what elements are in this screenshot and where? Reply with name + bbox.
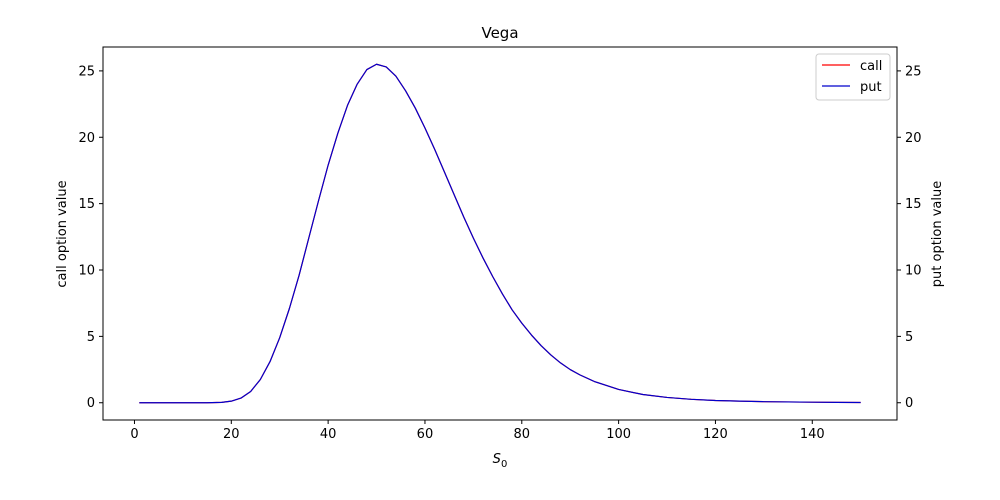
y-left-tick-label: 25 — [78, 64, 95, 79]
y-right-tick-label: 5 — [905, 330, 913, 345]
x-tick-label: 60 — [417, 427, 434, 442]
x-axis-title-subscript: 0 — [501, 459, 507, 470]
x-tick-label: 100 — [606, 427, 631, 442]
y-left-tick-label: 0 — [87, 396, 95, 411]
y-left-tick-label: 20 — [78, 131, 95, 146]
plot-frame — [102, 46, 898, 421]
x-tick-label: 120 — [703, 427, 728, 442]
x-axis-title-main: S — [493, 452, 501, 467]
plot-area — [139, 63, 861, 404]
x-axis-title: S0 — [493, 452, 508, 470]
y-axis-left: 0 5 10 15 20 25 — [78, 64, 103, 411]
legend: call put — [815, 53, 891, 101]
y-left-tick-label: 15 — [78, 197, 95, 212]
x-tick-label: 0 — [130, 427, 138, 442]
y-right-tick-label: 10 — [905, 264, 922, 279]
x-tick-label: 20 — [223, 427, 240, 442]
legend-label-put: put — [860, 80, 882, 95]
x-tick-label: 80 — [514, 427, 531, 442]
y-axis-right: 0 5 10 15 20 25 — [897, 64, 922, 411]
y-axis-left-title: call option value — [55, 180, 70, 287]
chart-title: Vega — [481, 24, 518, 42]
x-tick-label: 40 — [320, 427, 337, 442]
series-line-put — [139, 63, 861, 404]
y-right-tick-label: 20 — [905, 131, 922, 146]
x-axis: 0 20 40 60 80 100 120 140 — [130, 420, 825, 442]
y-right-tick-label: 15 — [905, 197, 922, 212]
y-right-tick-label: 25 — [905, 64, 922, 79]
legend-label-call: call — [860, 59, 882, 74]
y-axis-right-title: put option value — [930, 181, 945, 287]
y-right-tick-label: 0 — [905, 396, 913, 411]
y-left-tick-label: 10 — [78, 264, 95, 279]
x-tick-label: 140 — [800, 427, 825, 442]
y-left-tick-label: 5 — [87, 330, 95, 345]
